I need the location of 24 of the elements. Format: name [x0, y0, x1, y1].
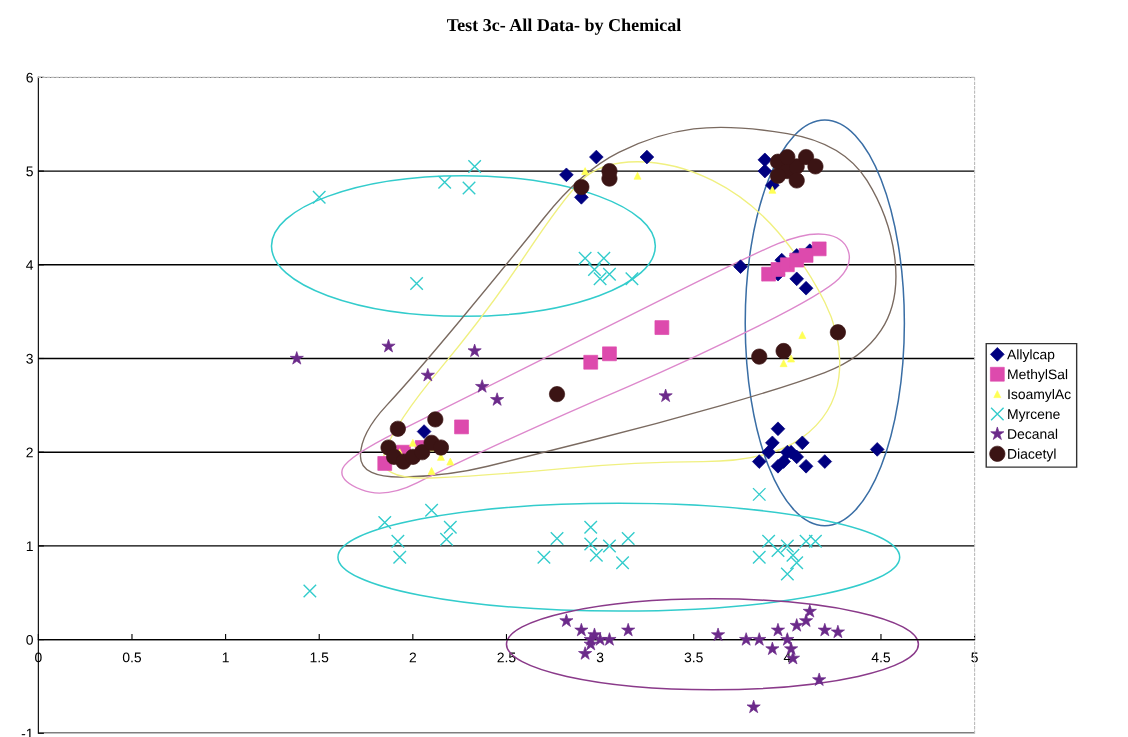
chart-title: Test 3c- All Data- by Chemical	[447, 18, 681, 35]
y-tick-label: 3	[26, 353, 33, 364]
y-tick-label: 0	[26, 634, 33, 645]
legend-label: IsoamylAc	[1008, 388, 1071, 402]
x-tick-label: 1.5	[310, 652, 329, 663]
x-tick-label: 3.5	[684, 652, 703, 663]
x-tick-label: 2.5	[497, 652, 516, 663]
y-tick-label: 4	[26, 260, 34, 270]
y-tick-label: 1	[26, 541, 33, 551]
x-tick-label: 2	[409, 652, 417, 663]
x-tick-label: 1	[222, 652, 229, 663]
x-tick-label: 5	[971, 652, 978, 663]
legend-label: Decanal	[1008, 428, 1058, 439]
legend-label: Diacetyl	[1008, 448, 1056, 462]
y-tick-label: 2	[26, 447, 33, 458]
y-tick-label: 5	[26, 166, 33, 177]
x-tick-label: 0.5	[122, 652, 142, 663]
x-tick-label: 4	[783, 652, 791, 663]
legend-label: Myrcene	[1008, 409, 1060, 422]
y-tick-label: 6	[26, 72, 33, 83]
x-tick-label: 3	[596, 652, 604, 663]
x-tick-label: 4.5	[871, 652, 891, 663]
legend-label: Allylcap	[1007, 349, 1055, 363]
legend-label: MethylSal	[1008, 369, 1068, 382]
